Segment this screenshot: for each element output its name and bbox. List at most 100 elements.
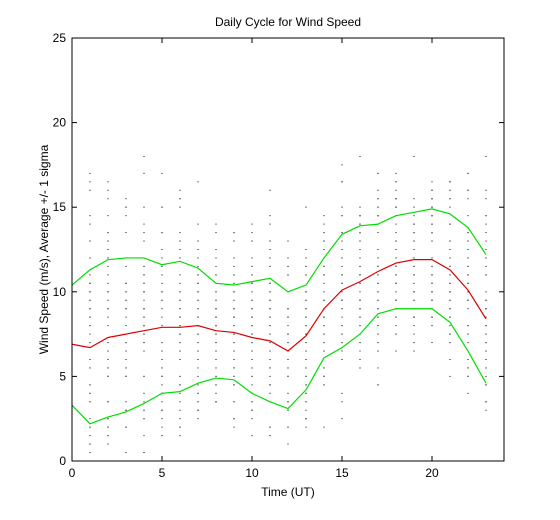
observation-dot: [449, 206, 451, 208]
observation-dot: [143, 375, 145, 377]
observation-dot: [341, 418, 343, 420]
observation-dot: [179, 392, 181, 394]
observation-dot: [215, 401, 217, 403]
observation-dot: [467, 274, 469, 276]
observation-dot: [341, 282, 343, 284]
observation-dot: [323, 249, 325, 250]
observation-dot: [305, 249, 307, 250]
observation-dot: [197, 274, 199, 276]
observation-dot: [485, 240, 487, 242]
observation-dot: [269, 291, 271, 293]
observation-dot: [341, 316, 343, 318]
observation-dot: [251, 223, 253, 225]
plot-frame: [71, 37, 505, 462]
observation-dot: [89, 282, 91, 284]
observation-dot: [161, 249, 163, 250]
observation-dot: [197, 392, 199, 394]
observation-dot: [359, 367, 361, 369]
observation-dot: [197, 308, 199, 310]
observation-dot: [197, 299, 199, 301]
observation-dot: [179, 325, 181, 327]
observation-dot: [161, 274, 163, 276]
observation-dot: [89, 257, 91, 259]
observation-dot: [197, 367, 199, 369]
observation-dot: [413, 206, 415, 208]
observation-dot: [377, 333, 379, 335]
observation-dot: [377, 189, 379, 191]
observation-dot: [431, 198, 433, 200]
observation-dot: [107, 350, 109, 352]
observation-dot: [179, 435, 181, 437]
observation-dot: [143, 435, 145, 437]
x-tick-label: 10: [245, 466, 259, 480]
observation-dot: [449, 375, 451, 377]
observation-dot: [395, 299, 397, 301]
observation-dot: [485, 325, 487, 327]
observation-dot: [143, 240, 145, 242]
observation-dot: [197, 181, 199, 183]
observation-dot: [89, 299, 91, 301]
observation-dot: [323, 232, 325, 234]
observation-dot: [143, 350, 145, 352]
observation-dot: [251, 282, 253, 284]
observation-dot: [341, 249, 343, 250]
observation-dot: [233, 299, 235, 301]
observation-dot: [179, 350, 181, 352]
observation-dot: [161, 401, 163, 403]
observation-dot: [431, 181, 433, 183]
observation-dot: [179, 409, 181, 411]
observation-dot: [449, 333, 451, 335]
observation-dot: [143, 409, 145, 411]
observation-dot: [179, 299, 181, 301]
observation-dot: [413, 232, 415, 234]
observation-dot: [359, 240, 361, 242]
observation-dot: [107, 257, 109, 259]
observation-dot: [359, 282, 361, 284]
observation-dot: [377, 325, 379, 327]
observation-dot: [215, 392, 217, 394]
observation-dot: [449, 181, 451, 183]
observation-dot: [395, 291, 397, 293]
observation-dot: [89, 342, 91, 344]
observation-dot: [233, 274, 235, 276]
observation-dot: [89, 172, 91, 174]
observation-dot: [251, 409, 253, 411]
observation-dot: [485, 367, 487, 369]
observation-dot: [179, 189, 181, 191]
observation-dot: [341, 401, 343, 403]
observation-dot: [305, 392, 307, 394]
observation-dot: [485, 215, 487, 217]
observation-dot: [215, 342, 217, 344]
observation-dot: [269, 384, 271, 386]
observation-dot: [233, 401, 235, 403]
observation-dot: [377, 299, 379, 301]
observation-dot: [161, 342, 163, 344]
observation-dot: [485, 291, 487, 293]
observation-dot: [161, 426, 163, 428]
observation-dot: [323, 316, 325, 318]
observation-dot: [179, 358, 181, 360]
observation-dot: [161, 358, 163, 360]
observation-dot: [377, 215, 379, 217]
observation-dot: [215, 333, 217, 335]
observation-dot: [449, 265, 451, 267]
observation-dot: [269, 367, 271, 369]
observation-dot: [269, 350, 271, 352]
observation-dot: [377, 350, 379, 352]
observation-dot: [107, 426, 109, 428]
observation-dot: [233, 333, 235, 335]
observation-dot: [161, 282, 163, 284]
observation-dot: [341, 206, 343, 208]
observation-dot: [305, 409, 307, 411]
observation-dot: [341, 358, 343, 360]
observation-dot: [179, 206, 181, 208]
observation-dot: [413, 257, 415, 259]
observation-dot: [287, 409, 289, 411]
observation-dot: [107, 265, 109, 267]
observation-dot: [107, 240, 109, 242]
observation-dot: [467, 249, 469, 250]
observation-dot: [395, 206, 397, 208]
observation-dot: [89, 291, 91, 293]
observation-dot: [269, 435, 271, 437]
observation-dot: [107, 291, 109, 293]
